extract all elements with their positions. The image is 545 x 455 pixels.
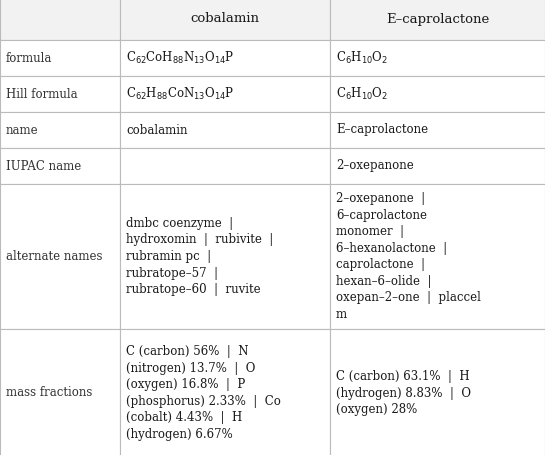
Bar: [0, 148, 120, 184]
Text: E–caprolactone: E–caprolactone: [386, 12, 489, 25]
Text: Hill formula: Hill formula: [6, 87, 77, 101]
Bar: [330, 40, 545, 76]
Bar: [0, 0, 120, 40]
Bar: [0, 184, 120, 329]
Text: mass fractions: mass fractions: [6, 386, 92, 399]
Text: 2–oxepanone: 2–oxepanone: [336, 160, 414, 172]
Text: cobalamin: cobalamin: [126, 123, 187, 136]
Bar: [120, 0, 330, 40]
Bar: [330, 184, 545, 329]
Bar: [0, 329, 120, 455]
Text: 2–oxepanone  |
6–caprolactone
monomer  |
6–hexanolactone  |
caprolactone  |
hexa: 2–oxepanone | 6–caprolactone monomer | 6…: [336, 192, 481, 321]
Text: dmbc coenzyme  |
hydroxomin  |  rubivite  |
rubramin pc  |
rubratope–57  |
rubra: dmbc coenzyme | hydroxomin | rubivite | …: [126, 217, 273, 296]
Bar: [120, 40, 330, 76]
Text: C (carbon) 56%  |  N
(nitrogen) 13.7%  |  O
(oxygen) 16.8%  |  P
(phosphorus) 2.: C (carbon) 56% | N (nitrogen) 13.7% | O …: [126, 345, 281, 441]
Bar: [330, 76, 545, 112]
Bar: [330, 0, 545, 40]
Bar: [330, 112, 545, 148]
Bar: [0, 40, 120, 76]
Text: formula: formula: [6, 51, 52, 65]
Text: C (carbon) 63.1%  |  H
(hydrogen) 8.83%  |  O
(oxygen) 28%: C (carbon) 63.1% | H (hydrogen) 8.83% | …: [336, 370, 471, 416]
Text: C$_{62}$H$_{88}$CoN$_{13}$O$_{14}$P: C$_{62}$H$_{88}$CoN$_{13}$O$_{14}$P: [126, 86, 234, 102]
Bar: [0, 76, 120, 112]
Text: C$_{6}$H$_{10}$O$_{2}$: C$_{6}$H$_{10}$O$_{2}$: [336, 50, 388, 66]
Bar: [120, 112, 330, 148]
Text: cobalamin: cobalamin: [191, 12, 259, 25]
Bar: [120, 76, 330, 112]
Text: IUPAC name: IUPAC name: [6, 160, 81, 172]
Bar: [120, 148, 330, 184]
Text: E–caprolactone: E–caprolactone: [336, 123, 428, 136]
Text: C$_{62}$CoH$_{88}$N$_{13}$O$_{14}$P: C$_{62}$CoH$_{88}$N$_{13}$O$_{14}$P: [126, 50, 234, 66]
Bar: [120, 184, 330, 329]
Text: name: name: [6, 123, 39, 136]
Bar: [330, 329, 545, 455]
Bar: [0, 112, 120, 148]
Text: alternate names: alternate names: [6, 250, 102, 263]
Bar: [330, 148, 545, 184]
Bar: [120, 329, 330, 455]
Text: C$_{6}$H$_{10}$O$_{2}$: C$_{6}$H$_{10}$O$_{2}$: [336, 86, 388, 102]
